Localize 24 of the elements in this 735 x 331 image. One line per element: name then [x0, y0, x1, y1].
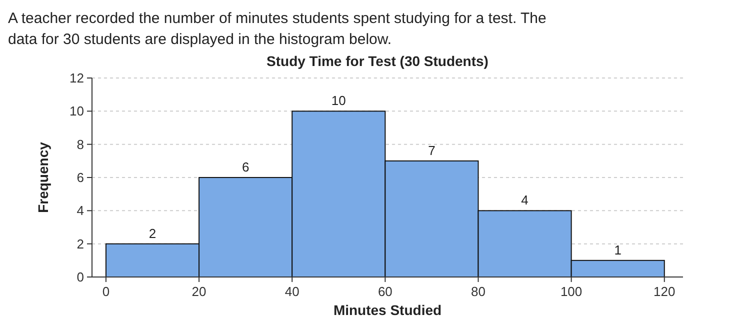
y-tick-label: 8	[76, 136, 84, 152]
x-tick-label: 100	[560, 284, 582, 299]
data-label: 4	[521, 192, 528, 208]
data-label: 1	[614, 242, 622, 258]
data-label: 7	[428, 142, 436, 158]
text: A teacher recorded the number of minutes students spent studying for a test. The data for 30 students are displayed in the histogram below.	[8, 9, 548, 50]
y-tick-label: 12	[70, 70, 84, 86]
y-tick-label: 0	[76, 270, 84, 285]
chart-title: Study Time for Test (30 Students)	[266, 53, 488, 69]
x-tick-label: 20	[192, 284, 206, 299]
y-tick-label: 4	[76, 203, 84, 218]
x-tick-label: 120	[654, 284, 676, 299]
x-tick-label: 80	[471, 284, 486, 299]
y-tick-label: 2	[76, 236, 84, 252]
data-label: 2	[148, 226, 156, 241]
x-tick-label: 0	[102, 284, 110, 299]
x-tick-label: 40	[284, 284, 300, 299]
y-tick-label: 10	[70, 104, 84, 119]
x-axis-title: Minutes Studied	[333, 302, 442, 318]
data-label: 6	[242, 160, 250, 174]
y-tick-label: 6	[76, 170, 84, 186]
x-tick-label: 60	[378, 284, 392, 299]
data-label: 10	[331, 93, 346, 108]
y-axis-title: Frequency	[35, 142, 51, 213]
